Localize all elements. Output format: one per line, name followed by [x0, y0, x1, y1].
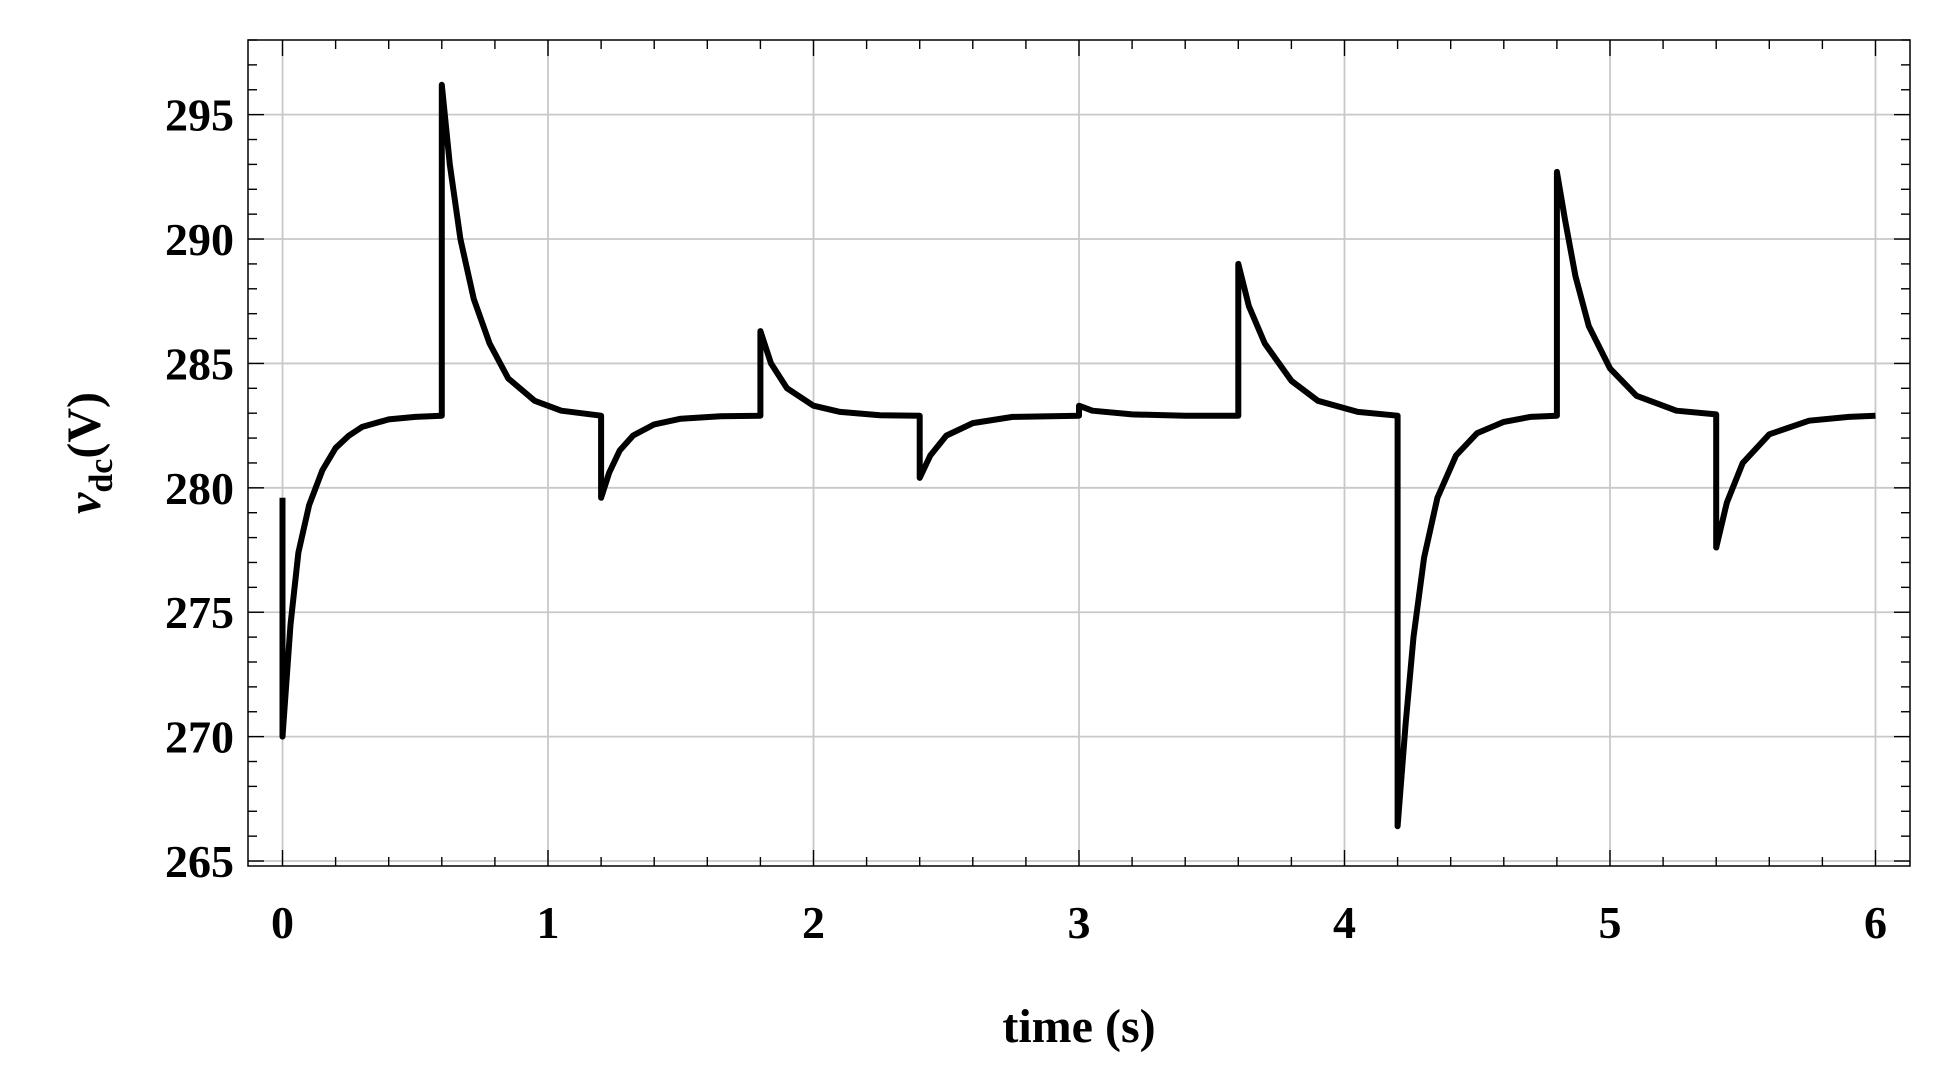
y-tick-label: 280 [165, 463, 234, 514]
y-tick-label: 290 [165, 214, 234, 265]
y-tick-label: 270 [165, 712, 234, 763]
tick-labels: 0 1 2 3 4 5 6 265 270 275 280 285 290 295 [165, 90, 1887, 948]
grid-lines [248, 40, 1910, 866]
plot-frame [247, 39, 1911, 867]
x-tick-label: 2 [802, 897, 825, 948]
y-axis-title-subscript: dc [83, 459, 120, 493]
y-axis-title: vdc(V) [58, 392, 120, 514]
vdc-series-line [279, 81, 1876, 830]
y-tick-label: 295 [165, 90, 234, 141]
y-tick-label: 265 [165, 836, 234, 887]
y-axis-title-unit: (V) [58, 392, 111, 459]
x-tick-label: 5 [1598, 897, 1621, 948]
y-tick-label: 285 [165, 338, 234, 389]
x-tick-label: 0 [271, 897, 294, 948]
x-tick-label: 6 [1864, 897, 1887, 948]
x-tick-label: 3 [1068, 897, 1091, 948]
x-axis-title: time (s) [1002, 1000, 1155, 1053]
x-tick-label: 4 [1333, 897, 1356, 948]
series-layer [279, 81, 1876, 830]
x-tick-label: 1 [537, 897, 560, 948]
axis-ticks [248, 39, 1910, 866]
y-axis-title-symbol: v [58, 492, 111, 514]
y-tick-label: 275 [165, 587, 234, 638]
